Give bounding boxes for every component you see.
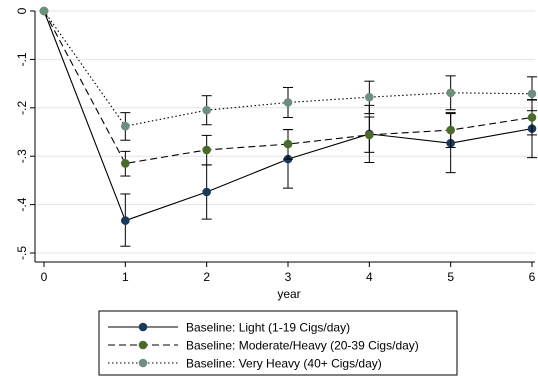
data-point	[527, 113, 537, 122]
data-point	[202, 105, 211, 115]
gridlines	[35, 10, 535, 254]
legend-label: Baseline: Light (1-19 Cigs/day)	[186, 321, 350, 335]
legend-box	[98, 310, 458, 376]
x-tick-label: 6	[529, 270, 536, 284]
legend-marker	[138, 358, 148, 368]
data-point	[202, 187, 211, 197]
y-tick-label: -.4	[15, 197, 29, 211]
y-tick-label: -.2	[15, 100, 29, 114]
legend-marker	[138, 322, 148, 332]
series-3	[39, 6, 537, 141]
plot-region	[35, 11, 538, 263]
data-point	[365, 92, 374, 102]
x-tick-label: 4	[366, 270, 373, 284]
y-tick-label: -.5	[15, 246, 29, 260]
data-point	[283, 139, 293, 149]
data-point	[121, 159, 130, 168]
legend: Baseline: Light (1-19 Cigs/day) Baseline:…	[98, 310, 458, 376]
data-point	[121, 121, 130, 131]
x-ticks: 0 1 2 3 4 5 6	[41, 262, 536, 284]
legend-label: Baseline: Very Heavy (40+ Cigs/day)	[186, 357, 382, 371]
x-tick-label: 2	[203, 270, 210, 284]
x-tick-label: 0	[41, 270, 48, 284]
legend-marker	[138, 340, 148, 350]
y-tick-label: 0	[15, 7, 29, 14]
legend-label: Baseline: Moderate/Heavy (20-39 Cigs/day…	[186, 339, 419, 353]
x-tick-label: 3	[285, 270, 292, 284]
y-tick-label: -.3	[15, 149, 29, 163]
y-tick-label: -.1	[15, 52, 29, 66]
data-point	[39, 6, 49, 16]
data-point	[202, 145, 211, 155]
y-ticks: 0 -.1 -.2 -.3 -.4 -.5	[15, 7, 35, 260]
data-point	[446, 125, 455, 135]
data-point	[365, 130, 374, 140]
legend-item: Baseline: Light (1-19 Cigs/day)	[108, 321, 350, 335]
data-point	[283, 98, 293, 107]
plot-area: 0 -.1 -.2 -.3 -.4 -.5 0 1 2 3 4 5 6	[15, 6, 538, 284]
data-point	[121, 216, 130, 225]
x-axis-title: year	[277, 287, 300, 301]
x-tick-label: 1	[122, 270, 129, 284]
x-tick-label: 5	[447, 270, 454, 284]
legend-item: Baseline: Very Heavy (40+ Cigs/day)	[108, 357, 382, 371]
legend-items: Baseline: Light (1-19 Cigs/day) Baseline:…	[108, 321, 419, 371]
data-point	[527, 89, 537, 99]
series-group	[39, 6, 537, 247]
legend-item: Baseline: Moderate/Heavy (20-39 Cigs/day…	[108, 339, 419, 353]
data-point	[446, 88, 455, 98]
